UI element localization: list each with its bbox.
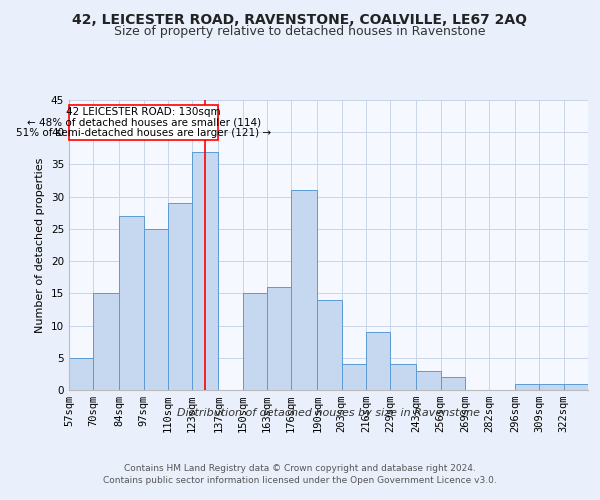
Bar xyxy=(440,377,465,390)
Bar xyxy=(390,364,416,390)
Bar xyxy=(564,384,588,390)
Bar xyxy=(69,358,93,390)
Bar xyxy=(539,384,564,390)
Bar xyxy=(291,190,317,390)
FancyBboxPatch shape xyxy=(69,105,218,140)
Text: Size of property relative to detached houses in Ravenstone: Size of property relative to detached ho… xyxy=(114,25,486,38)
Bar xyxy=(416,370,440,390)
Text: Contains public sector information licensed under the Open Government Licence v3: Contains public sector information licen… xyxy=(103,476,497,485)
Text: 42, LEICESTER ROAD, RAVENSTONE, COALVILLE, LE67 2AQ: 42, LEICESTER ROAD, RAVENSTONE, COALVILL… xyxy=(73,12,527,26)
Bar xyxy=(192,152,218,390)
Bar xyxy=(317,300,341,390)
Bar xyxy=(168,203,192,390)
Text: Distribution of detached houses by size in Ravenstone: Distribution of detached houses by size … xyxy=(178,408,481,418)
Text: ← 48% of detached houses are smaller (114): ← 48% of detached houses are smaller (11… xyxy=(26,118,261,128)
Text: 42 LEICESTER ROAD: 130sqm: 42 LEICESTER ROAD: 130sqm xyxy=(67,107,221,117)
Bar xyxy=(242,294,267,390)
Bar xyxy=(341,364,366,390)
Bar xyxy=(93,294,119,390)
Bar xyxy=(366,332,390,390)
Bar xyxy=(267,287,291,390)
Bar xyxy=(143,229,168,390)
Y-axis label: Number of detached properties: Number of detached properties xyxy=(35,158,46,332)
Text: 51% of semi-detached houses are larger (121) →: 51% of semi-detached houses are larger (… xyxy=(16,128,271,138)
Text: Contains HM Land Registry data © Crown copyright and database right 2024.: Contains HM Land Registry data © Crown c… xyxy=(124,464,476,473)
Bar xyxy=(119,216,143,390)
Bar xyxy=(515,384,539,390)
